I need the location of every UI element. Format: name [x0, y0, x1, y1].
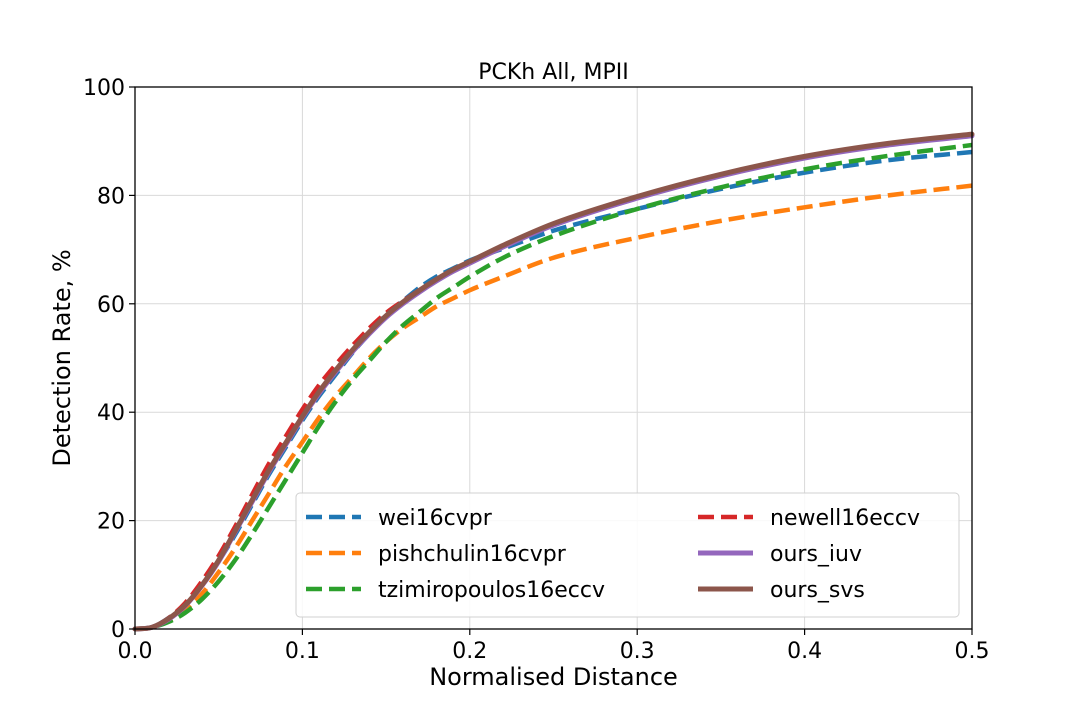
- legend-label-ours_svs: ours_svs: [770, 578, 865, 603]
- legend: wei16cvpr pishchulin16cvpr tzimiropoulos16…: [295, 492, 960, 618]
- y-axis-label: Detection Rate, %: [48, 249, 76, 466]
- series-lines: [132, 131, 975, 632]
- legend-label-wei16cvpr: wei16cvpr: [378, 506, 493, 531]
- x-tick-label: 0.5: [955, 639, 990, 664]
- x-tick-label: 0.0: [118, 639, 153, 664]
- x-axis-label: Normalised Distance: [429, 663, 678, 691]
- axis-ticks: 0.0 0.1 0.2 0.3 0.4 0.5 0 20 40 60 80 100: [83, 76, 990, 664]
- legend-label-ours_iuv: ours_iuv: [770, 542, 862, 567]
- y-tick-label: 40: [97, 401, 125, 426]
- legend-label-pishchulin16cvpr: pishchulin16cvpr: [378, 542, 567, 567]
- series-line-pishchulin16cvpr: [134, 183, 973, 632]
- legend-label-tzimiropoulos16eccv: tzimiropoulos16eccv: [378, 578, 605, 603]
- y-tick-label: 60: [97, 293, 125, 318]
- y-tick-label: 100: [83, 76, 125, 101]
- x-tick-label: 0.1: [285, 639, 320, 664]
- series-line-tzimiropoulos16eccv: [134, 142, 973, 632]
- y-tick-label: 0: [111, 618, 125, 643]
- y-tick-label: 20: [97, 510, 125, 535]
- legend-box: [295, 492, 960, 618]
- series-line-ours_svs: [132, 131, 975, 632]
- x-tick-label: 0.4: [787, 639, 822, 664]
- x-tick-label: 0.3: [620, 639, 655, 664]
- chart-title: PCKh All, MPII: [478, 60, 628, 85]
- plot-frame: [134, 86, 973, 630]
- legend-label-newell16eccv: newell16eccv: [770, 506, 920, 531]
- y-tick-label: 80: [97, 184, 125, 209]
- x-tick-label: 0.2: [452, 639, 487, 664]
